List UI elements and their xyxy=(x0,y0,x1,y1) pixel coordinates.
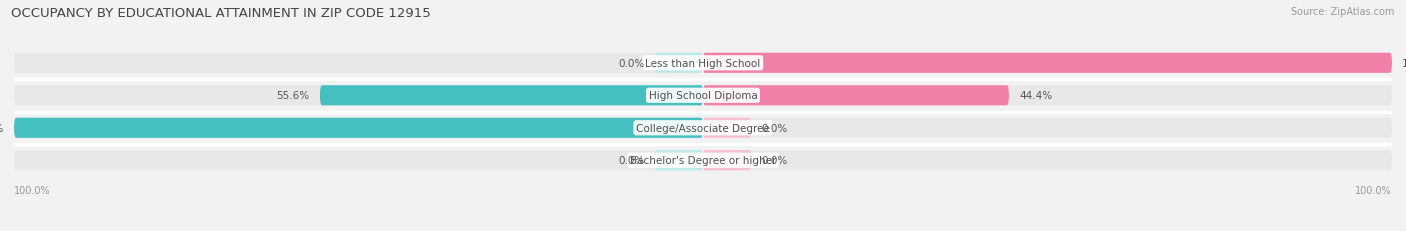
Text: High School Diploma: High School Diploma xyxy=(648,91,758,101)
Text: 0.0%: 0.0% xyxy=(762,123,787,133)
Text: 0.0%: 0.0% xyxy=(619,155,644,166)
Text: 44.4%: 44.4% xyxy=(1019,91,1052,101)
FancyBboxPatch shape xyxy=(703,86,1392,106)
FancyBboxPatch shape xyxy=(703,86,1010,106)
FancyBboxPatch shape xyxy=(703,151,751,170)
FancyBboxPatch shape xyxy=(655,54,703,73)
Text: 0.0%: 0.0% xyxy=(762,155,787,166)
Text: 100.0%: 100.0% xyxy=(14,185,51,195)
FancyBboxPatch shape xyxy=(14,118,703,138)
FancyBboxPatch shape xyxy=(703,54,1392,73)
Text: 100.0%: 100.0% xyxy=(1355,185,1392,195)
Text: 55.6%: 55.6% xyxy=(277,91,309,101)
Text: 0.0%: 0.0% xyxy=(619,58,644,69)
Text: Less than High School: Less than High School xyxy=(645,58,761,69)
FancyBboxPatch shape xyxy=(321,86,703,106)
FancyBboxPatch shape xyxy=(14,118,703,138)
Text: College/Associate Degree: College/Associate Degree xyxy=(636,123,770,133)
FancyBboxPatch shape xyxy=(703,54,1392,73)
Text: OCCUPANCY BY EDUCATIONAL ATTAINMENT IN ZIP CODE 12915: OCCUPANCY BY EDUCATIONAL ATTAINMENT IN Z… xyxy=(11,7,432,20)
Text: 100.0%: 100.0% xyxy=(0,123,4,133)
FancyBboxPatch shape xyxy=(14,86,703,106)
Text: Bachelor's Degree or higher: Bachelor's Degree or higher xyxy=(630,155,776,166)
Text: 100.0%: 100.0% xyxy=(1402,58,1406,69)
FancyBboxPatch shape xyxy=(655,151,703,170)
FancyBboxPatch shape xyxy=(14,151,703,170)
FancyBboxPatch shape xyxy=(14,54,703,73)
FancyBboxPatch shape xyxy=(703,151,1392,170)
Text: Source: ZipAtlas.com: Source: ZipAtlas.com xyxy=(1291,7,1395,17)
FancyBboxPatch shape xyxy=(703,118,1392,138)
FancyBboxPatch shape xyxy=(703,118,751,138)
